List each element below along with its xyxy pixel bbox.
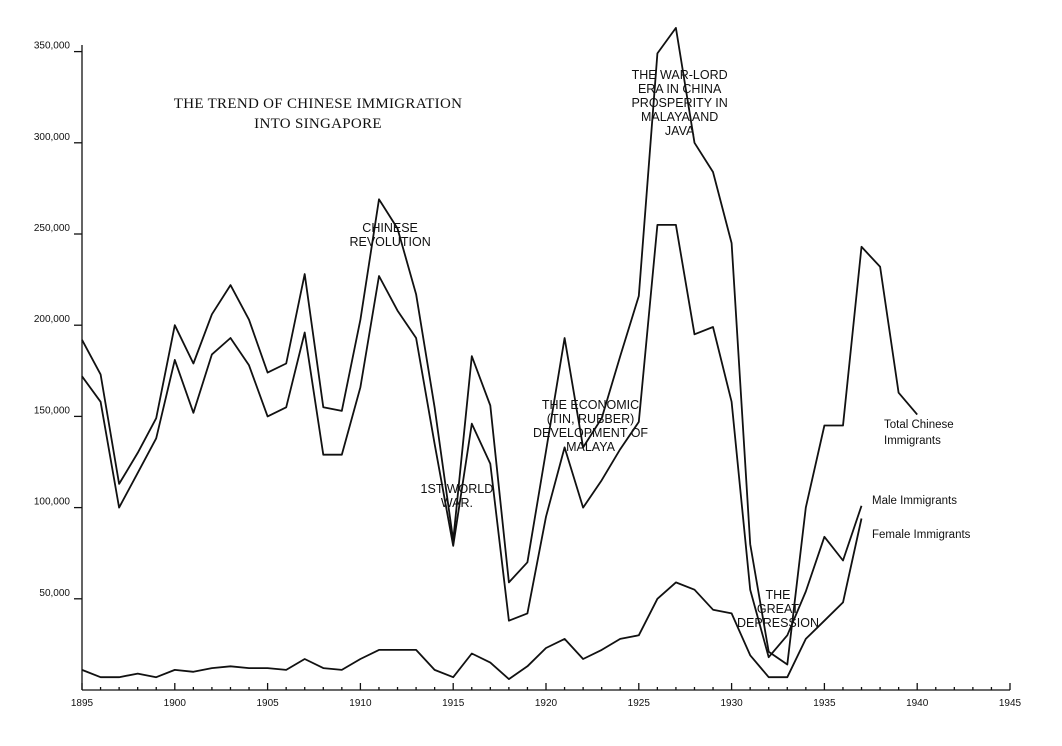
y-tick-label: 250,000 [34, 223, 71, 234]
female-immigrants-label: Female Immigrants [872, 529, 971, 541]
annotation-great-depression: THE GREAT DEPRESSION [737, 588, 819, 630]
chart-title-line-2: INTO SINGAPORE [254, 116, 382, 132]
y-ticks: 50,000 100,000 150,000 200,000 250,000 300,00… [34, 41, 82, 600]
x-tick-label: 1900 [164, 698, 187, 709]
x-tick-label: 1930 [720, 698, 743, 709]
male-immigrants-line [81, 223, 863, 659]
y-tick-label: 350,000 [34, 41, 71, 52]
x-axis: 1895 1900 1905 1910 1915 1920 1925 1930 1935 1940… [71, 683, 1022, 709]
chart-title: THE TREND OF CHINESE IMMIGRATION INTO SI… [174, 96, 462, 132]
x-tick-label: 1920 [535, 698, 558, 709]
x-ticks: 1895 1900 1905 1910 1915 1920 1925 1930 1935 1940… [71, 683, 1022, 709]
y-tick-label: 150,000 [34, 405, 71, 416]
y-tick-label: 200,000 [34, 314, 71, 325]
x-tick-label: 1925 [628, 698, 651, 709]
x-tick-label: 1945 [999, 698, 1022, 709]
x-tick-label: 1910 [349, 698, 372, 709]
y-tick-label: 100,000 [34, 497, 71, 508]
annotation-chinese-revolution: CHINESE REVOLUTION [349, 221, 430, 249]
annotation-first-world-war: 1ST WORLD WAR. [421, 482, 494, 510]
x-tick-label: 1940 [906, 698, 929, 709]
x-tick-label: 1905 [256, 698, 279, 709]
x-tick-label: 1935 [813, 698, 836, 709]
y-tick-label: 300,000 [34, 132, 71, 143]
x-tick-label: 1895 [71, 698, 94, 709]
annotation-war-lord-era: THE WAR-LORD ERA IN CHINA PROSPERITY IN MAL… [631, 68, 727, 138]
y-axis: 50,000 100,000 150,000 200,000 250,000 300,00… [34, 41, 83, 690]
series-labels: Total Chinese Immigrants Male Immigrants Fe… [872, 419, 971, 541]
annotation-economic-development: THE ECONOMIC (TIN, RUBBER) DEVELOPMENT OF M… [533, 398, 648, 454]
annotations: CHINESE REVOLUTION 1ST WORLD WAR. THE ECONOM… [349, 68, 819, 630]
female-immigrants-line [81, 518, 863, 680]
male-immigrants-label: Male Immigrants [872, 495, 957, 507]
total-immigrants-line [81, 26, 918, 666]
total-immigrants-label: Total Chinese Immigrants [884, 419, 954, 447]
y-tick-label: 50,000 [39, 588, 70, 599]
series-layer [81, 26, 918, 680]
x-tick-label: 1915 [442, 698, 465, 709]
chart-title-line-1: THE TREND OF CHINESE IMMIGRATION [174, 96, 462, 112]
